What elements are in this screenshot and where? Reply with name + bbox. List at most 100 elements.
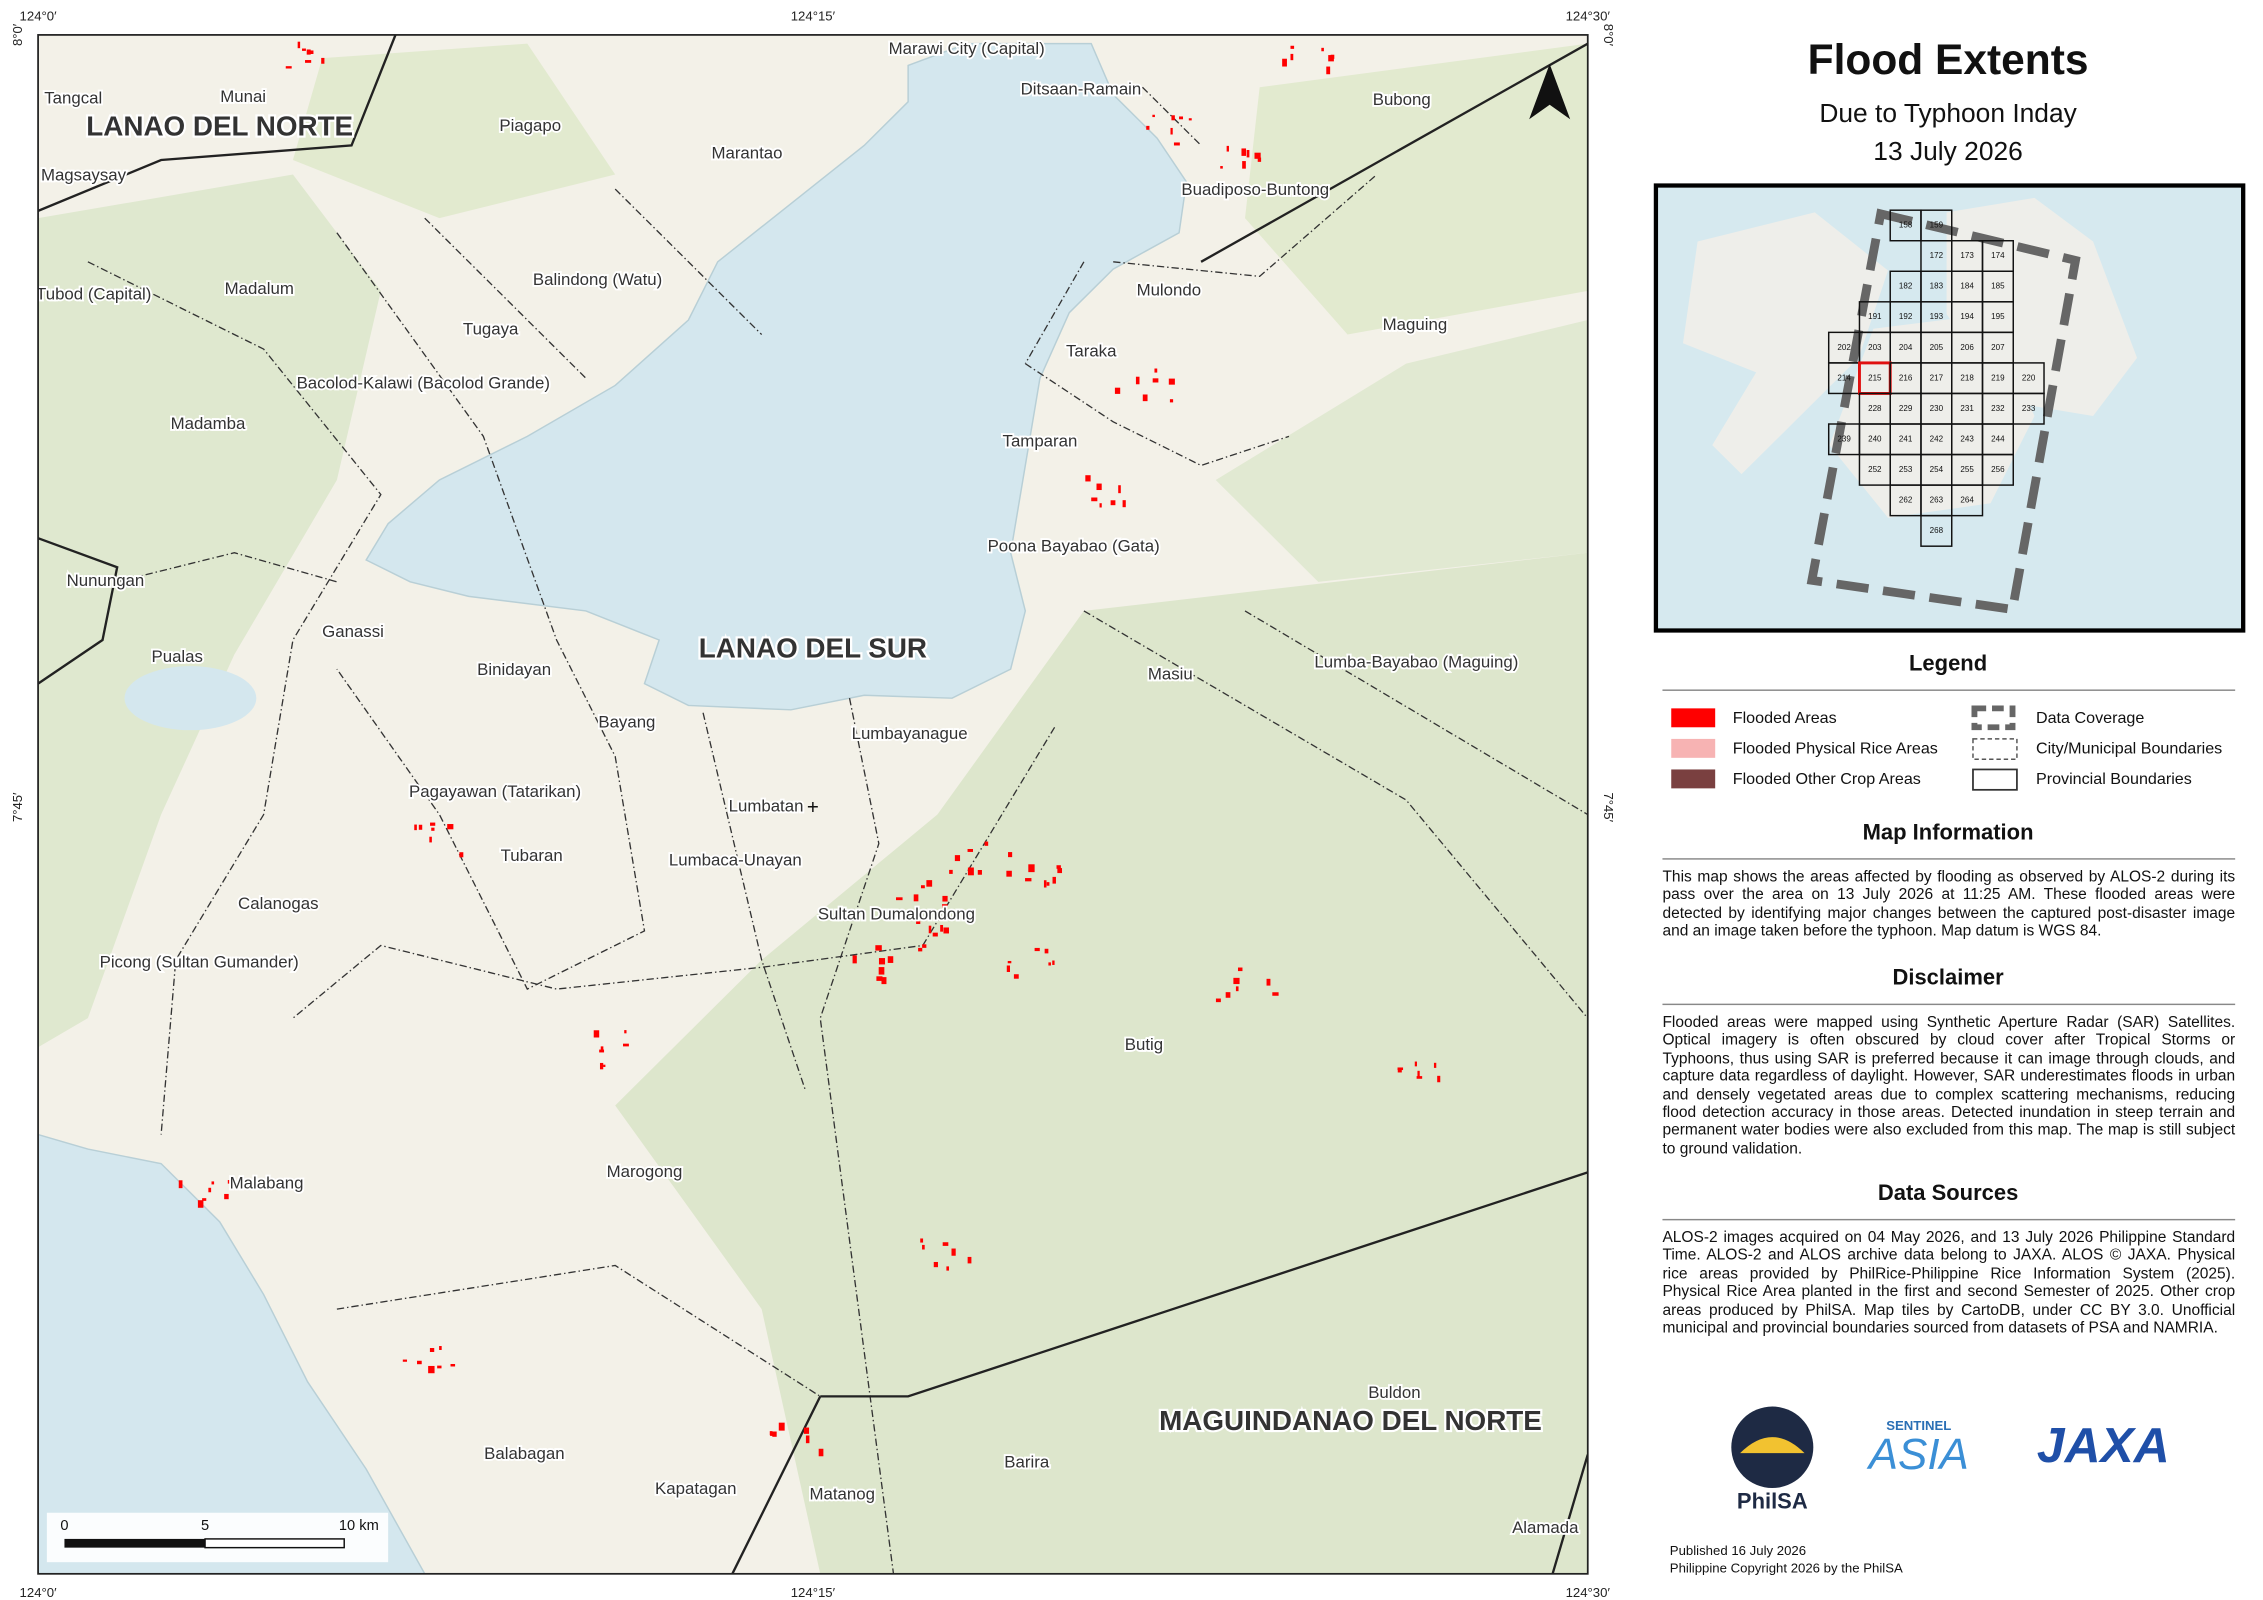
subtitle: Due to Typhoon Inday xyxy=(1819,98,2077,129)
place-label: Maguing xyxy=(1383,315,1448,334)
flood-patch xyxy=(803,1427,810,1434)
flood-patch xyxy=(1266,978,1271,986)
section-heading: Map Information xyxy=(1862,820,2034,846)
legend-item: Flooded Areas xyxy=(1732,709,1837,728)
swatch-crop xyxy=(1671,769,1716,789)
flood-patch xyxy=(946,1266,949,1271)
flood-patch xyxy=(1034,947,1040,952)
scale-segment xyxy=(204,1538,345,1549)
flood-patch xyxy=(967,867,974,876)
north-arrow xyxy=(1529,64,1571,120)
tile-label: 191 xyxy=(1868,312,1882,321)
flood-patch xyxy=(1008,852,1013,858)
copyright: Philippine Copyright 2026 by the PhilSA xyxy=(1669,1560,1903,1576)
jaxa-logo-text: JAXA xyxy=(2037,1417,2170,1473)
flood-patch xyxy=(916,921,921,924)
flood-patch xyxy=(1416,1076,1423,1079)
swatch-coverage xyxy=(1971,705,2016,731)
swatch-rice xyxy=(1671,738,1716,758)
place-label: Buldon xyxy=(1368,1383,1420,1402)
tile-label: 240 xyxy=(1868,434,1882,443)
latitude-label: 7°45′ xyxy=(10,792,25,822)
flood-patch xyxy=(402,1359,408,1362)
boundary xyxy=(336,232,646,990)
place-label: Munai xyxy=(220,87,266,106)
flood-patch xyxy=(805,1435,810,1444)
vegetation xyxy=(1245,43,1588,335)
place-label: Balabagan xyxy=(484,1444,564,1463)
tile-label: 182 xyxy=(1899,282,1913,291)
flood-patch xyxy=(1056,865,1061,869)
tile-label: 229 xyxy=(1899,404,1913,413)
flood-patch xyxy=(918,947,923,952)
flood-patch xyxy=(227,1180,232,1184)
place-label: Madamba xyxy=(171,414,246,433)
sentinel-asia-logo-text: ASIA xyxy=(1866,1430,1969,1479)
tile-label: 268 xyxy=(1930,526,1944,535)
longitude-label: 124°30′ xyxy=(1566,8,1611,23)
tile-label: 242 xyxy=(1930,434,1944,443)
tile-label: 219 xyxy=(1991,373,2005,382)
tile-grid: 158 159 172 173 174 182 183 184 185 191 192 193 194 1… xyxy=(1827,209,2045,547)
scale-label: 5 xyxy=(201,1518,209,1534)
flood-patch xyxy=(1241,148,1247,156)
longitude-label: 124°15′ xyxy=(791,8,836,23)
place-label: Calanogas xyxy=(238,894,318,913)
flood-patch xyxy=(1254,152,1261,159)
tile-label: 262 xyxy=(1899,496,1913,505)
flood-patch xyxy=(977,869,982,875)
flood-patch xyxy=(1006,870,1012,877)
flood-patch xyxy=(951,1248,956,1256)
place-label: Ditsaan-Ramain xyxy=(1021,80,1142,99)
tile-label: 184 xyxy=(1960,282,1974,291)
flood-patch xyxy=(1142,394,1148,402)
tile-label: 202 xyxy=(1837,343,1851,352)
flood-patch xyxy=(1135,376,1140,385)
flood-patch xyxy=(1220,166,1223,169)
tile-label: 254 xyxy=(1930,465,1944,474)
place-label: Piagapo xyxy=(499,116,561,135)
place-label: Alamada xyxy=(1512,1518,1579,1537)
tile-label: 206 xyxy=(1960,343,1974,352)
flood-patch xyxy=(926,880,933,887)
flood-patch xyxy=(878,967,885,975)
place-label: Tugaya xyxy=(463,320,519,339)
flood-patch xyxy=(1257,157,1262,162)
flood-patch xyxy=(1397,1068,1402,1073)
tile xyxy=(1920,514,1953,547)
tile-label: 252 xyxy=(1868,465,1882,474)
flood-patch xyxy=(1272,992,1279,996)
flood-patch xyxy=(954,855,961,862)
map-body: Marawi City (Capital) Tangcal Munai Piagapo… xyxy=(38,34,1588,1574)
vegetation xyxy=(1215,320,1588,582)
swatch-municipal xyxy=(1972,738,2018,761)
flood-patch xyxy=(1169,399,1174,403)
flood-patch xyxy=(414,824,417,831)
swatch-lines xyxy=(1971,705,2018,791)
flood-patch xyxy=(922,1244,925,1250)
map-information-text: This map shows the areas affected by flo… xyxy=(1662,868,2236,940)
place-labels: Marawi City (Capital) Tangcal Munai Piagapo… xyxy=(38,37,1581,1539)
tile-label: 173 xyxy=(1960,251,1974,260)
map: Marawi City (Capital) Tangcal Munai Piagapo… xyxy=(10,8,1616,1600)
flood-patch xyxy=(1326,66,1331,75)
legend-item: Data Coverage xyxy=(2035,709,2145,728)
place-label: Pagayawan (Tatarikan) xyxy=(409,782,581,801)
place-label: Lumba-Bayabao (Maguing) xyxy=(1314,653,1518,672)
tile-label: 220 xyxy=(2022,373,2036,382)
place-label: Poona Bayabao (Gata) xyxy=(988,536,1160,555)
section-heading: Disclaimer xyxy=(1892,965,2004,991)
flood-patch xyxy=(1215,998,1221,1003)
place-label: Matanog xyxy=(809,1485,874,1504)
tile-label: 183 xyxy=(1930,282,1944,291)
place-label: Masiu xyxy=(1148,664,1193,683)
tile-label: 174 xyxy=(1991,251,2005,260)
flood-patch xyxy=(881,977,887,985)
scale-label: 10 km xyxy=(339,1518,379,1534)
tile-label: 214 xyxy=(1837,373,1851,382)
flood-patch xyxy=(1414,1061,1417,1067)
flood-patch xyxy=(178,1180,183,1189)
tile-label: 203 xyxy=(1868,343,1882,352)
tile-label: 215 xyxy=(1868,373,1882,382)
section-heading: Data Sources xyxy=(1877,1181,2019,1206)
